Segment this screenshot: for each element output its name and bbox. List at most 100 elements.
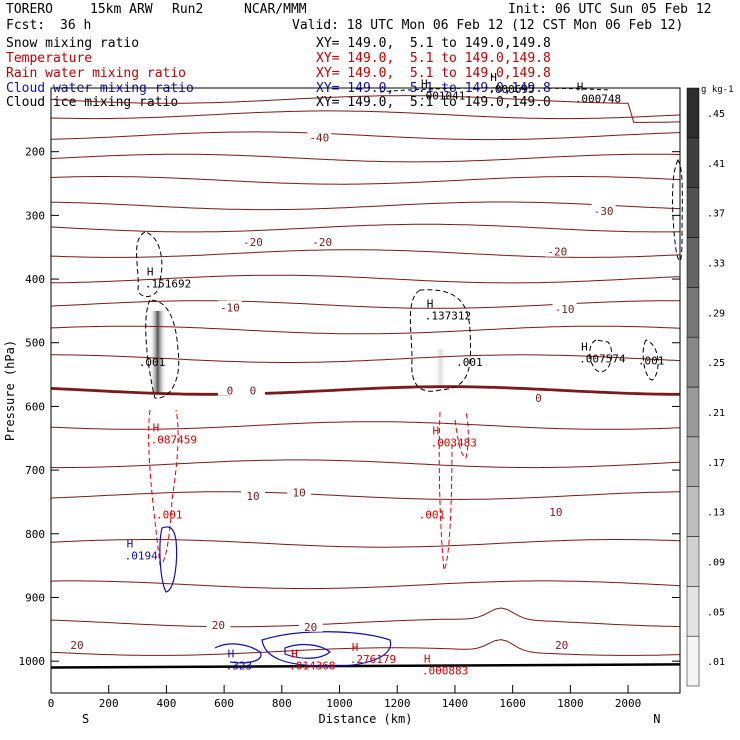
- colorbar-segment: [686, 586, 700, 637]
- temp-contour-label: 20: [304, 621, 317, 634]
- y-tick-label: 200: [25, 146, 45, 159]
- isotherm-line: [50, 300, 680, 309]
- field-name-temperature: Temperature: [6, 51, 93, 66]
- temp-label-bg: [217, 383, 242, 396]
- temp-label-bg: [549, 638, 574, 651]
- colorbar-segment: [686, 536, 700, 587]
- contour-value-label: .001: [139, 356, 166, 369]
- max-marker: H: [153, 421, 160, 434]
- x-tick-label: 1400: [442, 697, 469, 710]
- isotherm-line: [51, 274, 681, 284]
- colorbar-tick-label: .21: [707, 408, 725, 419]
- rain-contour: [438, 411, 453, 572]
- colorbar-segment: [686, 336, 700, 388]
- colorbar-segment: [686, 87, 700, 139]
- colorbar-segment: [686, 187, 700, 238]
- temp-label-bg: [206, 617, 231, 630]
- surface-line: [50, 663, 681, 669]
- x-tick-label: 400: [156, 697, 176, 710]
- isotherm-line: [50, 491, 681, 500]
- temp-label-bg: [240, 235, 265, 248]
- isotherm-line: [50, 223, 681, 233]
- x-tick-label: 1600: [499, 697, 526, 710]
- temp-contour-label: 0: [250, 385, 257, 398]
- temp-label-bg: [526, 391, 551, 404]
- header-model: TORERO: [6, 2, 53, 17]
- field-xy-temperature: XY= 149.0, 5.1 to 149.0,149.8: [316, 51, 551, 66]
- contour-value-label: .001: [156, 509, 183, 522]
- colorbar-tick-label: .41: [707, 159, 725, 170]
- temp-label-bg: [591, 203, 616, 216]
- max-value-label: .000748: [575, 93, 621, 106]
- colorbar-tick-label: .09: [707, 557, 725, 568]
- temp-label-bg: [298, 619, 323, 632]
- temp-label-bg: [545, 244, 570, 257]
- max-marker: H: [228, 648, 235, 661]
- header-init: Init: 06 UTC Sun 05 Feb 12: [508, 2, 712, 17]
- max-value-label: .000695: [488, 83, 534, 96]
- colorbar-tick-label: .29: [707, 308, 725, 319]
- isotherm-line: [51, 201, 681, 211]
- snow-contour: [589, 339, 613, 373]
- field-xy-rain: XY= 149.0, 5.1 to 149.0,149.8: [316, 66, 551, 81]
- max-marker: H: [127, 537, 134, 550]
- cloud-water-contour: [214, 643, 262, 664]
- temp-label-bg: [307, 130, 332, 143]
- y-tick-label: 900: [25, 591, 45, 604]
- isotherm-line: [50, 421, 681, 430]
- isotherm-line: [50, 131, 681, 141]
- snow-contour: [642, 339, 659, 381]
- snow-contour: [145, 299, 180, 399]
- cloud-water-contour: [159, 526, 178, 593]
- header-resolution: 15km ARW: [90, 2, 153, 17]
- x-tick-label: 800: [272, 697, 292, 710]
- rain-contour: [454, 411, 469, 459]
- header-fcst: Fcst:: [6, 18, 46, 33]
- y-tick-label: 1000: [19, 655, 46, 668]
- max-value-label: .137312: [425, 309, 471, 322]
- temp-contour-label: -20: [547, 246, 567, 259]
- colorbar-segment: [686, 635, 700, 687]
- isotherm-line: [50, 325, 681, 335]
- y-tick-label: 400: [25, 273, 45, 286]
- x-tick-label: 1800: [557, 697, 584, 710]
- y-tick-label: 600: [25, 400, 45, 413]
- south-label: S: [82, 712, 89, 726]
- contour-value-label: .001: [456, 356, 483, 369]
- max-marker: H: [421, 78, 428, 91]
- cloud-water-contour: [284, 643, 331, 659]
- temp-contour-label: 10: [246, 490, 259, 503]
- x-tick-label: 600: [214, 697, 234, 710]
- max-marker: H: [352, 641, 359, 654]
- isotherm-line: [50, 176, 681, 185]
- isotherm-line: [50, 385, 680, 396]
- temp-contour-label: 20: [555, 639, 568, 652]
- colorbar-tick-label: .17: [707, 458, 725, 469]
- contour-value-label: .001: [419, 509, 446, 522]
- plot-frame: [50, 87, 681, 694]
- colorbar-segment: [686, 486, 700, 537]
- colorbar-segment: [686, 436, 700, 487]
- isotherm-line: [50, 95, 681, 123]
- colorbar-tick-label: .05: [707, 607, 725, 618]
- max-marker: H: [291, 648, 298, 661]
- max-value-label: .014368: [289, 660, 335, 673]
- temp-contour-label: 10: [293, 486, 306, 499]
- temp-contour-label: -10: [220, 302, 240, 315]
- temp-contour-label: -20: [312, 236, 332, 249]
- header-org: NCAR/MMM: [244, 2, 307, 17]
- colorbar-segment: [686, 237, 700, 288]
- max-value-label: .001041: [419, 90, 465, 103]
- ice-contour: [379, 87, 611, 93]
- temp-label-bg: [543, 505, 568, 518]
- field-name-rain: Rain water mixing ratio: [6, 66, 187, 81]
- x-axis-label: Distance (km): [319, 712, 413, 726]
- temp-label-bg: [310, 235, 335, 248]
- max-value-label: .0194: [125, 549, 158, 562]
- temp-label-bg: [64, 638, 89, 651]
- north-label: N: [653, 712, 660, 726]
- contour-value-label: .001: [638, 355, 665, 368]
- isotherm-line: [50, 153, 681, 163]
- field-name-snow: Snow mixing ratio: [6, 36, 140, 51]
